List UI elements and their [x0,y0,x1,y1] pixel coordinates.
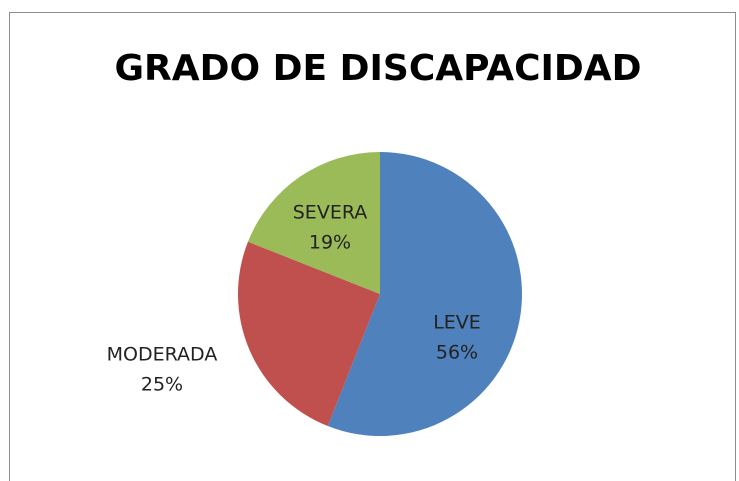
slice-value-label: 56% [436,342,478,364]
slice-category-label: SEVERA [293,202,368,224]
chart-title: GRADO DE DISCAPACIDAD [114,48,641,89]
slice-value-label: 19% [309,232,351,254]
slice-category-label: MODERADA [107,344,218,366]
slice-value-label: 25% [141,374,183,396]
slice-category-label: LEVE [433,312,481,334]
pie-slice [238,241,380,427]
pie-slice [327,152,522,437]
pie-slice [247,152,380,294]
